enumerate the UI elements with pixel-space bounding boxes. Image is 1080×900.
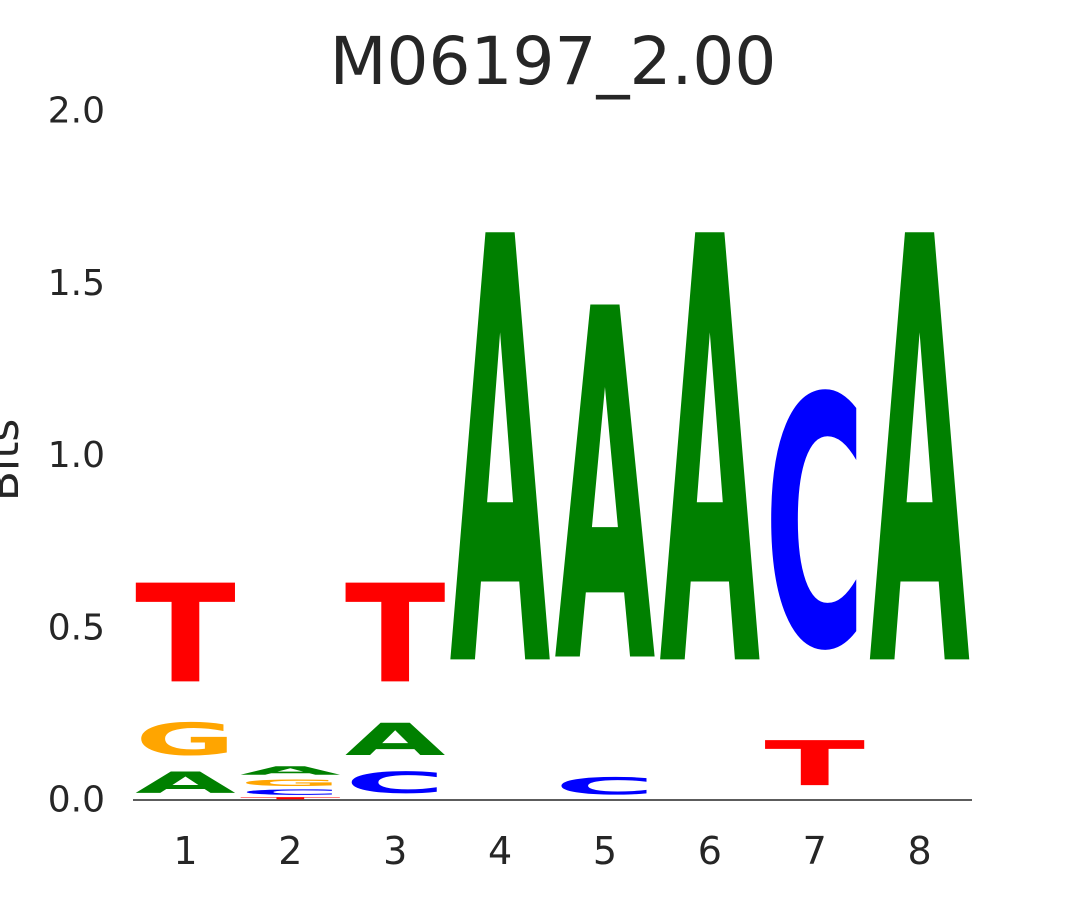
logo-letter-A: A <box>555 210 657 771</box>
x-tick-label: 4 <box>488 829 512 873</box>
logo-letter-G: G <box>240 778 341 788</box>
y-tick-label: 1.5 <box>48 263 105 304</box>
logo-letter-A: A <box>659 117 761 799</box>
logo-letter-A: A <box>450 117 552 799</box>
logo-column-7: TC <box>764 326 865 800</box>
logo-column-5: CA <box>555 210 657 800</box>
logo-letter-C: C <box>345 766 446 800</box>
logo-column-3: CAT <box>345 557 446 800</box>
logo-letter-T: T <box>345 557 446 714</box>
y-tick-label: 1.0 <box>48 435 105 476</box>
logo-letter-C: C <box>240 788 341 797</box>
x-tick-label: 7 <box>803 829 827 873</box>
x-tick-label: 2 <box>278 829 302 873</box>
logo-letter-A: A <box>345 714 446 765</box>
logo-letter-A: A <box>240 764 341 778</box>
y-tick-label: 2.0 <box>48 91 105 132</box>
logo-column-6: A <box>659 117 761 799</box>
x-tick-label: 1 <box>173 829 197 873</box>
logo-column-4: A <box>450 117 552 799</box>
logo-letter-A: A <box>135 766 236 800</box>
logo-letter-C: C <box>555 773 656 800</box>
logo-column-1: AGT <box>135 557 236 800</box>
y-axis-ticks: 0.0 0.5 1.0 1.5 2.0 <box>48 91 105 821</box>
y-axis-label: Bits <box>0 419 29 502</box>
logo-letter-T: T <box>240 797 341 800</box>
y-tick-label: 0.5 <box>48 607 105 648</box>
y-tick-label: 0.0 <box>48 780 105 821</box>
chart-title: M06197_2.00 <box>330 23 777 100</box>
x-tick-label: 5 <box>593 829 617 873</box>
x-axis-ticks: 1 2 3 4 5 6 7 8 <box>173 829 931 873</box>
x-tick-label: 6 <box>698 829 722 873</box>
logo-column-8: A <box>869 117 971 799</box>
logo-letter-C: C <box>764 326 865 727</box>
logo-letter-T: T <box>764 728 865 800</box>
logo-letter-T: T <box>135 557 236 714</box>
logo-letter-G: G <box>135 714 236 766</box>
logo-letter-A: A <box>869 117 971 799</box>
x-tick-label: 3 <box>383 829 407 873</box>
x-tick-label: 8 <box>907 829 931 873</box>
